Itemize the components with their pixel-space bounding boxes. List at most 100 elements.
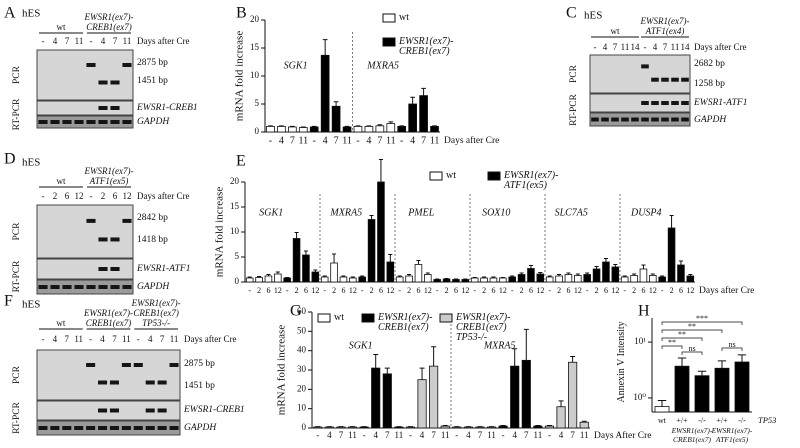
lane-label: 4 xyxy=(100,334,105,344)
bar xyxy=(320,276,329,283)
y-tick-label: 10 xyxy=(297,403,307,413)
x-tick-label: 2 xyxy=(370,286,374,295)
error-bar xyxy=(613,264,618,267)
bar xyxy=(292,238,301,283)
x-tick-label: 11 xyxy=(342,135,352,146)
bar xyxy=(311,271,320,283)
legend-label: wt xyxy=(334,312,344,323)
y-tick-label: 10¹ xyxy=(634,336,646,346)
row-label: PCR xyxy=(12,365,22,384)
band-label: 1451 bp xyxy=(137,76,168,86)
gel-band xyxy=(133,363,143,367)
band-label: 1418 bp xyxy=(137,235,168,245)
gene-label: MXRA5 xyxy=(483,340,516,351)
error-bar xyxy=(444,278,449,279)
x-tick-label: 7 xyxy=(431,430,436,440)
legend-label: wt xyxy=(399,12,409,23)
bar xyxy=(417,379,427,429)
x-tick-label: 11 xyxy=(580,430,589,440)
x-tick-label: 6 xyxy=(679,286,683,295)
gene-label: SOX10 xyxy=(482,207,510,218)
error-bar xyxy=(453,278,458,280)
x-tick-label: 6 xyxy=(454,286,458,295)
bar xyxy=(498,425,508,429)
lane-label: 4 xyxy=(53,36,58,46)
bar xyxy=(677,264,685,283)
gel-strip xyxy=(36,349,181,401)
group-label: CREB1(ex7) xyxy=(86,22,131,32)
y-axis-label: mRNA fold increase xyxy=(234,31,246,122)
panel-letter: B xyxy=(236,5,247,22)
x-tick-label: 7 xyxy=(334,135,339,146)
x-tick-label: 2 xyxy=(332,286,336,295)
bar xyxy=(654,406,670,413)
error-bar xyxy=(311,125,317,127)
error-bar xyxy=(641,264,646,269)
lane-label: 4 xyxy=(148,334,153,344)
gel-band xyxy=(74,120,84,124)
gel-band xyxy=(98,426,108,430)
bar xyxy=(630,275,638,283)
bar xyxy=(342,126,352,133)
lane-label: 12 xyxy=(75,191,84,201)
error-bar xyxy=(294,232,299,239)
gel-band xyxy=(157,408,167,413)
legend-swatch xyxy=(382,13,396,23)
bar xyxy=(452,426,462,429)
bar xyxy=(405,275,413,283)
bar xyxy=(302,254,310,283)
legend-swatch xyxy=(382,37,396,47)
group-label: wt xyxy=(57,176,66,186)
row-label: RT-PCR xyxy=(12,260,22,292)
x-tick-label: - xyxy=(313,135,316,146)
lane-label: 11 xyxy=(170,334,179,344)
x-tick-label: - xyxy=(548,286,551,295)
bar xyxy=(274,273,282,283)
band-label: EWSR1-ATF1 xyxy=(693,98,747,108)
bar xyxy=(499,277,507,283)
bar xyxy=(461,279,470,283)
bar xyxy=(714,367,730,413)
lane-label: 11 xyxy=(75,36,84,46)
x-tick-label: 4 xyxy=(559,430,564,440)
bar xyxy=(353,126,363,133)
x-tick-label: 4 xyxy=(410,135,415,146)
gel-band xyxy=(110,120,120,124)
x-tick-label: 12 xyxy=(611,286,619,295)
gel-strip xyxy=(36,204,134,259)
lane-label: 7 xyxy=(663,42,668,52)
lane-label: 11 xyxy=(621,42,630,52)
x-tick-label: 2 xyxy=(482,286,486,295)
x-tick-label: -/- xyxy=(698,416,706,425)
lane-label: - xyxy=(90,191,93,201)
gel-band xyxy=(109,426,119,430)
x-tick-label: - xyxy=(623,286,626,295)
x-tick-label: 7 xyxy=(524,430,529,440)
bar xyxy=(277,126,286,133)
gel-strip xyxy=(36,100,134,116)
gel-band xyxy=(122,285,132,289)
gel-band xyxy=(98,80,108,85)
x-tick-label: 11 xyxy=(386,135,396,146)
bar xyxy=(349,277,357,283)
x-tick-label: - xyxy=(356,135,359,146)
x-tick-label: 12 xyxy=(574,286,582,295)
gel-band xyxy=(121,363,131,367)
error-bar xyxy=(333,101,339,107)
error-bar xyxy=(332,253,337,263)
lane-label: 7 xyxy=(113,36,118,46)
cell-line: hES xyxy=(22,157,40,169)
gel-band xyxy=(98,267,108,271)
error-bar xyxy=(581,420,587,423)
band-label: 2875 bp xyxy=(137,58,168,68)
bar xyxy=(330,262,338,283)
gel-band xyxy=(98,285,108,289)
gel-band xyxy=(157,426,167,430)
x-tick-label: wt xyxy=(658,416,667,425)
cell-line: hES xyxy=(22,8,40,20)
error-bar xyxy=(397,275,402,277)
x-tick-label: - xyxy=(286,286,289,295)
gel-strip xyxy=(589,54,691,94)
x-tick-label: 11 xyxy=(348,430,357,440)
gel-band xyxy=(62,426,72,430)
